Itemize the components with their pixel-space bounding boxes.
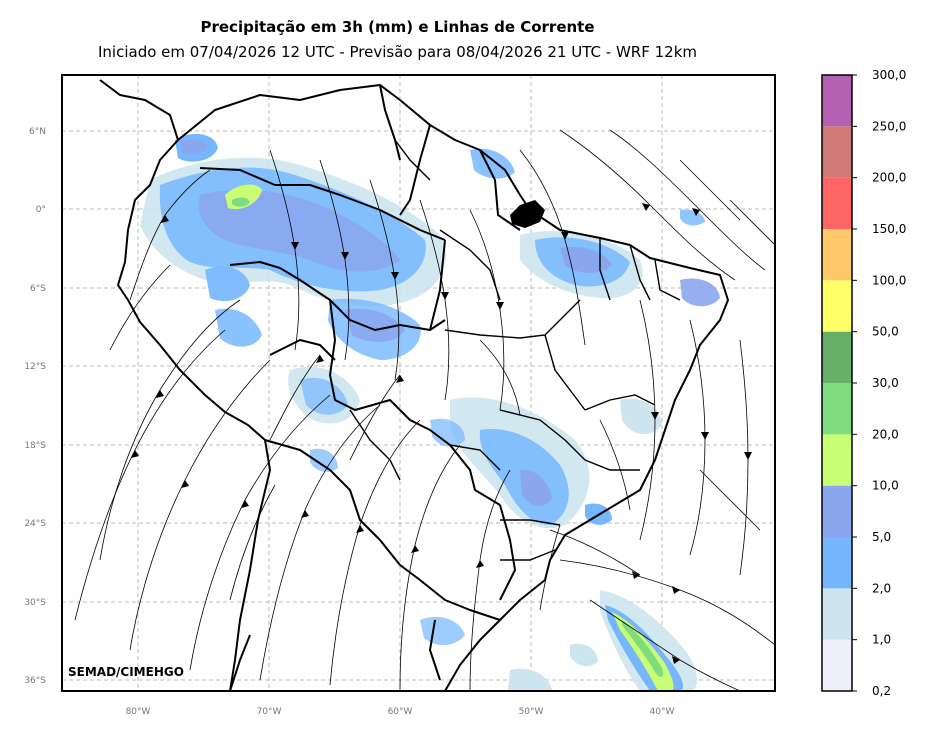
streamline-arrows <box>131 203 752 664</box>
lat-tick: 12°S <box>24 362 46 372</box>
colorbar-label: 250,0 <box>872 119 906 133</box>
graticule <box>62 75 775 691</box>
state-borders <box>349 139 681 561</box>
map-area <box>62 75 775 691</box>
colorbar-swatch <box>822 75 852 127</box>
colorbar-label: 50,0 <box>872 325 899 339</box>
precipitation-layer <box>140 133 720 691</box>
lon-tick: 70°W <box>257 707 282 717</box>
colorbar-label: 20,0 <box>872 427 899 441</box>
colorbar-label: 5,0 <box>872 530 891 544</box>
lat-tick: 24°S <box>24 519 46 529</box>
lat-tick: 30°S <box>24 598 46 608</box>
lat-tick: 18°S <box>24 441 46 451</box>
colorbar-swatch <box>822 280 852 332</box>
colorbar-swatch <box>822 331 852 383</box>
lon-tick: 40°W <box>650 707 675 717</box>
colorbar-label: 100,0 <box>872 273 906 287</box>
map-subtitle: Iniciado em 07/04/2026 12 UTC - Previsão… <box>97 43 698 61</box>
colorbar-swatch <box>822 434 852 486</box>
lat-tick: 0° <box>36 205 46 215</box>
lon-tick: 60°W <box>388 707 413 717</box>
lat-tick: 6°N <box>29 127 46 137</box>
colorbar-label: 200,0 <box>872 171 906 185</box>
colorbar: 0,2 1,0 2,0 5,0 10,0 20,0 30,0 50,0 100,0 150,0 20… <box>821 68 906 698</box>
country-borders <box>99 79 729 691</box>
credit-label: SEMAD/CIMEHGO <box>68 665 184 679</box>
lat-tick: 6°S <box>30 284 46 294</box>
colorbar-label: 0,2 <box>872 684 891 698</box>
colorbar-swatch <box>822 229 852 281</box>
lon-tick-labels: 80°W 70°W 60°W 50°W 40°W <box>126 707 675 717</box>
colorbar-label: 1,0 <box>872 633 891 647</box>
colorbar-swatch <box>822 383 852 435</box>
map-frame <box>61 74 776 692</box>
colorbar-swatch <box>822 177 852 229</box>
colorbar-label: 10,0 <box>872 479 899 493</box>
colorbar-swatch <box>822 485 852 537</box>
marajo-island <box>510 200 545 228</box>
colorbar-label: 150,0 <box>872 222 906 236</box>
colorbar-label: 2,0 <box>872 581 891 595</box>
colorbar-label: 30,0 <box>872 376 899 390</box>
lat-tick: 36°S <box>24 676 46 686</box>
lat-tick-labels: 6°N 0° 6°S 12°S 18°S 24°S 30°S 36°S <box>24 127 46 686</box>
colorbar-label: 300,0 <box>872 68 906 82</box>
colorbar-swatch <box>822 639 852 691</box>
colorbar-swatch <box>822 588 852 640</box>
map-title: Precipitação em 3h (mm) e Linhas de Corr… <box>200 18 595 36</box>
colorbar-swatch <box>822 537 852 589</box>
lon-tick: 50°W <box>519 707 544 717</box>
colorbar-swatch <box>822 126 852 178</box>
lon-tick: 80°W <box>126 707 151 717</box>
